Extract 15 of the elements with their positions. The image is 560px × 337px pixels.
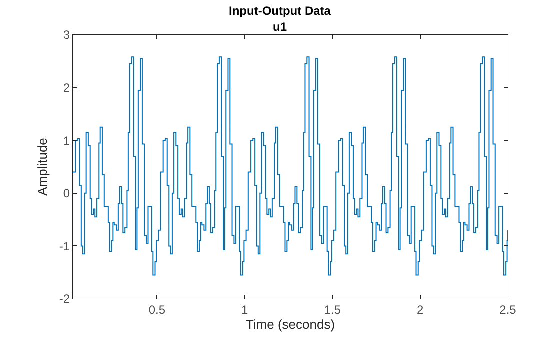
chart-subtitle: u1 xyxy=(272,20,288,34)
x-tick-label: 1.5 xyxy=(324,303,342,317)
y-axis-title: Amplitude xyxy=(35,138,50,196)
x-axis-title: Time (seconds) xyxy=(246,317,336,332)
x-tick-label: 0.5 xyxy=(148,303,166,317)
y-tick-label: 3 xyxy=(63,28,70,42)
y-tick-label: 2 xyxy=(63,81,70,95)
y-tick-label: -2 xyxy=(59,292,70,306)
x-tick-label: 1 xyxy=(242,303,249,317)
x-tick-label: 2.5 xyxy=(500,303,517,317)
chart-title: Input-Output Data xyxy=(229,4,332,18)
x-tick-label: 2 xyxy=(416,303,424,317)
y-tick-label: 1 xyxy=(63,134,70,148)
y-tick-label: 0 xyxy=(63,186,70,201)
y-tick-label: -1 xyxy=(59,239,70,254)
